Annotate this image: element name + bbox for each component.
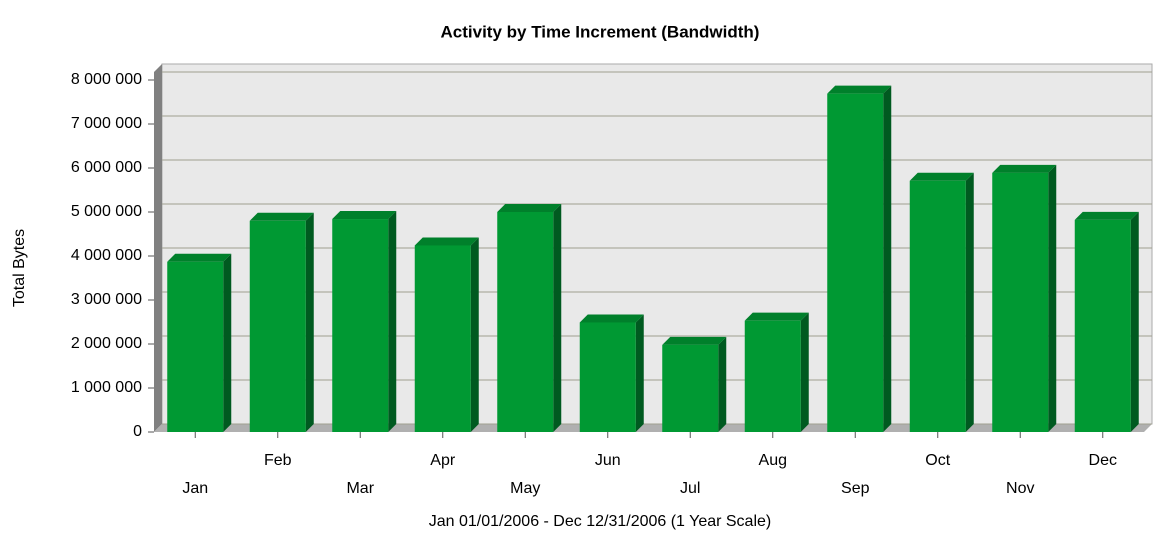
bar-side	[635, 314, 644, 432]
x-tick-label: Aug	[759, 452, 787, 469]
y-axis-label: Total Bytes	[11, 229, 28, 307]
side-wall	[154, 64, 162, 432]
x-tick-label: Mar	[346, 480, 374, 497]
x-tick-label: Jul	[680, 480, 700, 497]
x-tick-label: Jun	[595, 452, 621, 469]
floor	[154, 424, 1152, 432]
x-tick-label: Nov	[1006, 480, 1034, 497]
bar	[497, 212, 554, 432]
y-tick-label: 0	[133, 423, 142, 440]
bar-side	[718, 336, 727, 432]
bar-top	[662, 336, 727, 345]
bar-top	[1074, 211, 1139, 220]
bar-top	[332, 211, 397, 220]
x-tick-label: Dec	[1089, 452, 1117, 469]
bar-top	[579, 314, 644, 323]
bar	[909, 180, 966, 432]
bar-side	[553, 204, 562, 432]
bar-side	[388, 211, 397, 432]
bar-side	[470, 237, 479, 432]
bar	[1074, 219, 1131, 432]
bar	[744, 320, 801, 432]
y-tick-label: 8 000 000	[71, 71, 142, 88]
y-tick-label: 6 000 000	[71, 159, 142, 176]
bar-top	[167, 253, 232, 262]
chart-title: Activity by Time Increment (Bandwidth)	[441, 22, 760, 41]
y-tick-label: 4 000 000	[71, 247, 142, 264]
x-tick-label: Apr	[430, 452, 456, 469]
bar-top	[497, 204, 562, 212]
bar	[992, 172, 1049, 432]
bar-side	[965, 172, 974, 432]
bar-side	[305, 212, 314, 432]
y-tick-label: 2 000 000	[71, 335, 142, 352]
bar-top	[992, 164, 1057, 173]
bar-top	[744, 312, 809, 321]
bar	[662, 344, 719, 432]
bar-top	[249, 212, 314, 221]
bar-side	[1130, 211, 1139, 432]
bar-top	[414, 237, 479, 246]
y-tick-label: 7 000 000	[71, 115, 142, 132]
y-tick-label: 1 000 000	[71, 379, 142, 396]
x-axis-label: Jan 01/01/2006 - Dec 12/31/2006 (1 Year …	[429, 513, 771, 530]
bar-side	[1048, 164, 1057, 432]
bar-top	[909, 172, 974, 181]
y-tick-label: 5 000 000	[71, 203, 142, 220]
x-tick-label: May	[510, 480, 540, 497]
x-tick-label: Feb	[264, 452, 292, 469]
bar	[579, 322, 636, 432]
bar	[332, 219, 389, 432]
bar-side	[883, 85, 892, 432]
bar	[249, 220, 306, 432]
bar	[167, 261, 224, 432]
x-tick-label: Jan	[182, 480, 208, 497]
bar-side	[223, 253, 232, 432]
x-tick-label: Sep	[841, 480, 870, 497]
bar	[414, 245, 471, 432]
x-tick-label: Oct	[925, 452, 950, 469]
bar-side	[800, 312, 809, 432]
y-tick-label: 3 000 000	[71, 291, 142, 308]
bar	[827, 93, 884, 432]
bar-top	[827, 85, 892, 94]
